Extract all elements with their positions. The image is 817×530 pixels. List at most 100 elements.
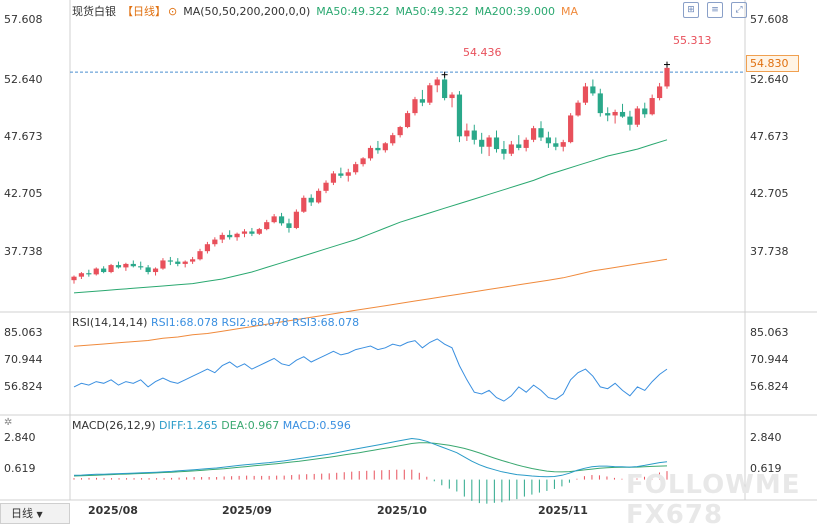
rsi-line (73, 338, 668, 402)
candle-body (138, 266, 144, 268)
candle-body (582, 86, 589, 103)
candle-body (656, 86, 663, 99)
candle-body (553, 143, 559, 147)
candle-body (597, 93, 603, 114)
candle-body (619, 111, 626, 117)
candle-body (234, 233, 240, 238)
swing-high-label: 54.436 (463, 46, 502, 59)
price-axis-label: 57.608 (750, 13, 789, 26)
settings-icon[interactable]: ≡ (707, 2, 723, 18)
candle-body (308, 197, 314, 203)
candle-body (523, 139, 529, 148)
candle-body (560, 142, 566, 147)
candle-body (130, 263, 136, 267)
ma50-value-a: MA50:49.322 (316, 5, 390, 18)
macd-header: MACD(26,12,9) DIFF:1.265 DEA:0.967 MACD:… (72, 419, 351, 432)
price-axis-left-label: 42.705 (4, 187, 43, 200)
candle-body (293, 211, 299, 228)
candle-body (323, 182, 329, 191)
diff-value: DIFF:1.265 (159, 419, 218, 432)
candle-body (167, 260, 173, 262)
price-axis-left-label: 37.738 (4, 245, 43, 258)
rsi-title: RSI(14,14,14) (72, 316, 148, 329)
rsi2-value: RSI2:68.078 (221, 316, 289, 329)
candle-body (93, 268, 99, 275)
candle-body (108, 265, 114, 273)
macd-left-label: 2.840 (4, 431, 36, 444)
candle-body (486, 137, 492, 147)
candle-body (501, 149, 507, 154)
candle-body (545, 137, 551, 144)
candle-body (390, 135, 396, 144)
x-axis-label: 2025/11 (538, 504, 588, 517)
candle-body (649, 98, 655, 115)
rsi-left-label: 85.063 (4, 326, 43, 339)
candle-body (353, 164, 359, 173)
visibility-eye-icon[interactable]: ⊙ (168, 5, 178, 18)
candle-body (256, 229, 262, 234)
price-axis-label: 42.705 (750, 187, 789, 200)
candle-body (286, 223, 292, 228)
candle-body (175, 261, 181, 264)
rsi1-value: RSI1:68.078 (150, 316, 219, 329)
candle-body (442, 79, 448, 99)
candle-body (530, 128, 537, 140)
ma50-value-b: MA50:49.322 (395, 5, 469, 18)
candle-body (568, 115, 574, 143)
crosshair-icon[interactable]: ⊞ (683, 2, 699, 18)
candle-body (590, 86, 596, 94)
macd-settings-icon[interactable]: ✲ (4, 417, 13, 428)
candle-body (271, 216, 277, 223)
caret-down-icon: ▼ (36, 510, 43, 519)
dea-value: DEA:0.967 (221, 419, 280, 432)
candle-body (160, 260, 166, 269)
candle-body (605, 113, 611, 116)
candle-body (190, 259, 196, 262)
rsi-axis-label: 70.944 (750, 353, 789, 366)
candle-body (382, 143, 388, 151)
candle-body (456, 94, 463, 137)
candle-body (434, 79, 440, 86)
candle-body (634, 108, 640, 125)
candle-body (471, 130, 477, 140)
candle-body (316, 190, 322, 203)
rsi-left-label: 56.824 (4, 380, 43, 393)
candle-body (427, 85, 433, 103)
candle-body (123, 263, 129, 268)
candle-body (345, 172, 351, 176)
candle-body (71, 276, 77, 281)
x-axis-label: 2025/10 (377, 504, 427, 517)
candle-body (197, 251, 203, 260)
symbol-label: 现货白银 (72, 5, 116, 18)
candle-body (360, 158, 366, 165)
candle-body (493, 137, 500, 150)
candle-body (182, 261, 188, 264)
period-selector-button[interactable]: 日线 ▼ (0, 503, 70, 524)
rsi-header: RSI(14,14,14) RSI1:68.078 RSI2:68.078 RS… (72, 316, 359, 329)
period-label[interactable]: 【日线】 (122, 5, 166, 18)
candle-body (249, 231, 255, 234)
price-axis-left-label: 57.608 (4, 13, 43, 26)
candle-body (664, 67, 670, 87)
macd-axis-label: 2.840 (750, 431, 782, 444)
ma50-line (73, 139, 668, 294)
rsi-axis-label: 56.824 (750, 380, 789, 393)
ma-params-label[interactable]: MA(50,50,200,200,0,0) (183, 5, 311, 18)
chart-header: 现货白银 【日线】 ⊙ MA(50,50,200,200,0,0) MA50:49.32… (72, 3, 584, 19)
current-price-tag: 54.830 (746, 55, 799, 72)
period-button-label: 日线 (11, 507, 33, 520)
candle-body (516, 144, 522, 148)
macd-axis-label: 0.619 (750, 462, 782, 475)
fullscreen-icon[interactable]: ⤢ (731, 2, 747, 18)
candle-body (612, 111, 618, 116)
ma200-value-b: MA (560, 5, 578, 18)
price-axis-left-label: 47.673 (4, 130, 43, 143)
candle-body (419, 99, 425, 103)
candle-body (152, 268, 159, 273)
candle-body (642, 108, 648, 115)
macd-title: MACD(26,12,9) (72, 419, 156, 432)
candle-body (241, 231, 248, 234)
candle-body (301, 197, 307, 212)
x-axis-label: 2025/08 (88, 504, 138, 517)
candle-body (227, 234, 233, 238)
